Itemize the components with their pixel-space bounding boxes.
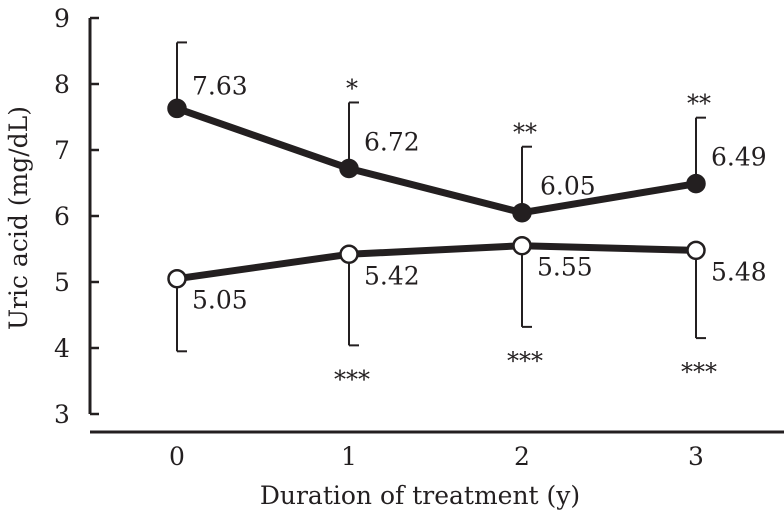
x-tick-label: 2	[514, 442, 530, 471]
y-tick-label: 8	[54, 70, 70, 99]
series-lines	[175, 105, 697, 283]
y-tick-label: 5	[54, 268, 70, 297]
data-label: 5.55	[537, 253, 593, 282]
significance-marker: *	[346, 74, 358, 102]
x-tick-label: 0	[169, 442, 185, 471]
x-tick-label: 1	[341, 442, 357, 471]
error-bars	[176, 41, 706, 353]
y-axis-title: Uric acid (mg/dL)	[4, 106, 33, 330]
x-axis-title: Duration of treatment (y)	[260, 481, 580, 510]
series-line	[176, 242, 697, 283]
data-label: 6.49	[711, 143, 767, 172]
y-tick-label: 6	[54, 202, 70, 231]
data-label: 6.05	[540, 172, 596, 201]
y-tick-label: 9	[54, 4, 70, 33]
data-point	[339, 244, 359, 265]
data-labels: *****7.636.726.056.49****** ***5.055.42 5.…	[192, 71, 767, 393]
data-label: 5.48	[711, 257, 767, 286]
data-point	[167, 98, 187, 119]
series-line	[175, 105, 697, 217]
significance-marker: ***	[681, 358, 717, 386]
data-point	[686, 240, 706, 261]
significance-marker: **	[687, 90, 711, 118]
data-label: 6.72	[364, 127, 420, 156]
axes: 3 4 5 6 7 8 9 0 1 2 3	[54, 4, 784, 471]
data-label: 5.42	[364, 261, 420, 290]
y-tick-label: 7	[54, 136, 70, 165]
data-point	[167, 268, 187, 289]
data-point	[512, 235, 532, 256]
data-point	[339, 158, 359, 179]
y-tick-label: 3	[54, 400, 70, 429]
significance-marker: **	[513, 119, 537, 147]
x-tick-label: 3	[688, 442, 704, 471]
data-point	[686, 173, 706, 194]
y-tick-label: 4	[54, 334, 70, 363]
data-point	[512, 202, 532, 223]
data-label: 7.63	[192, 71, 248, 100]
data-markers	[167, 98, 706, 289]
significance-marker: ***	[507, 347, 543, 375]
data-label: 5.05	[192, 286, 248, 315]
significance-marker: ***	[334, 365, 370, 393]
